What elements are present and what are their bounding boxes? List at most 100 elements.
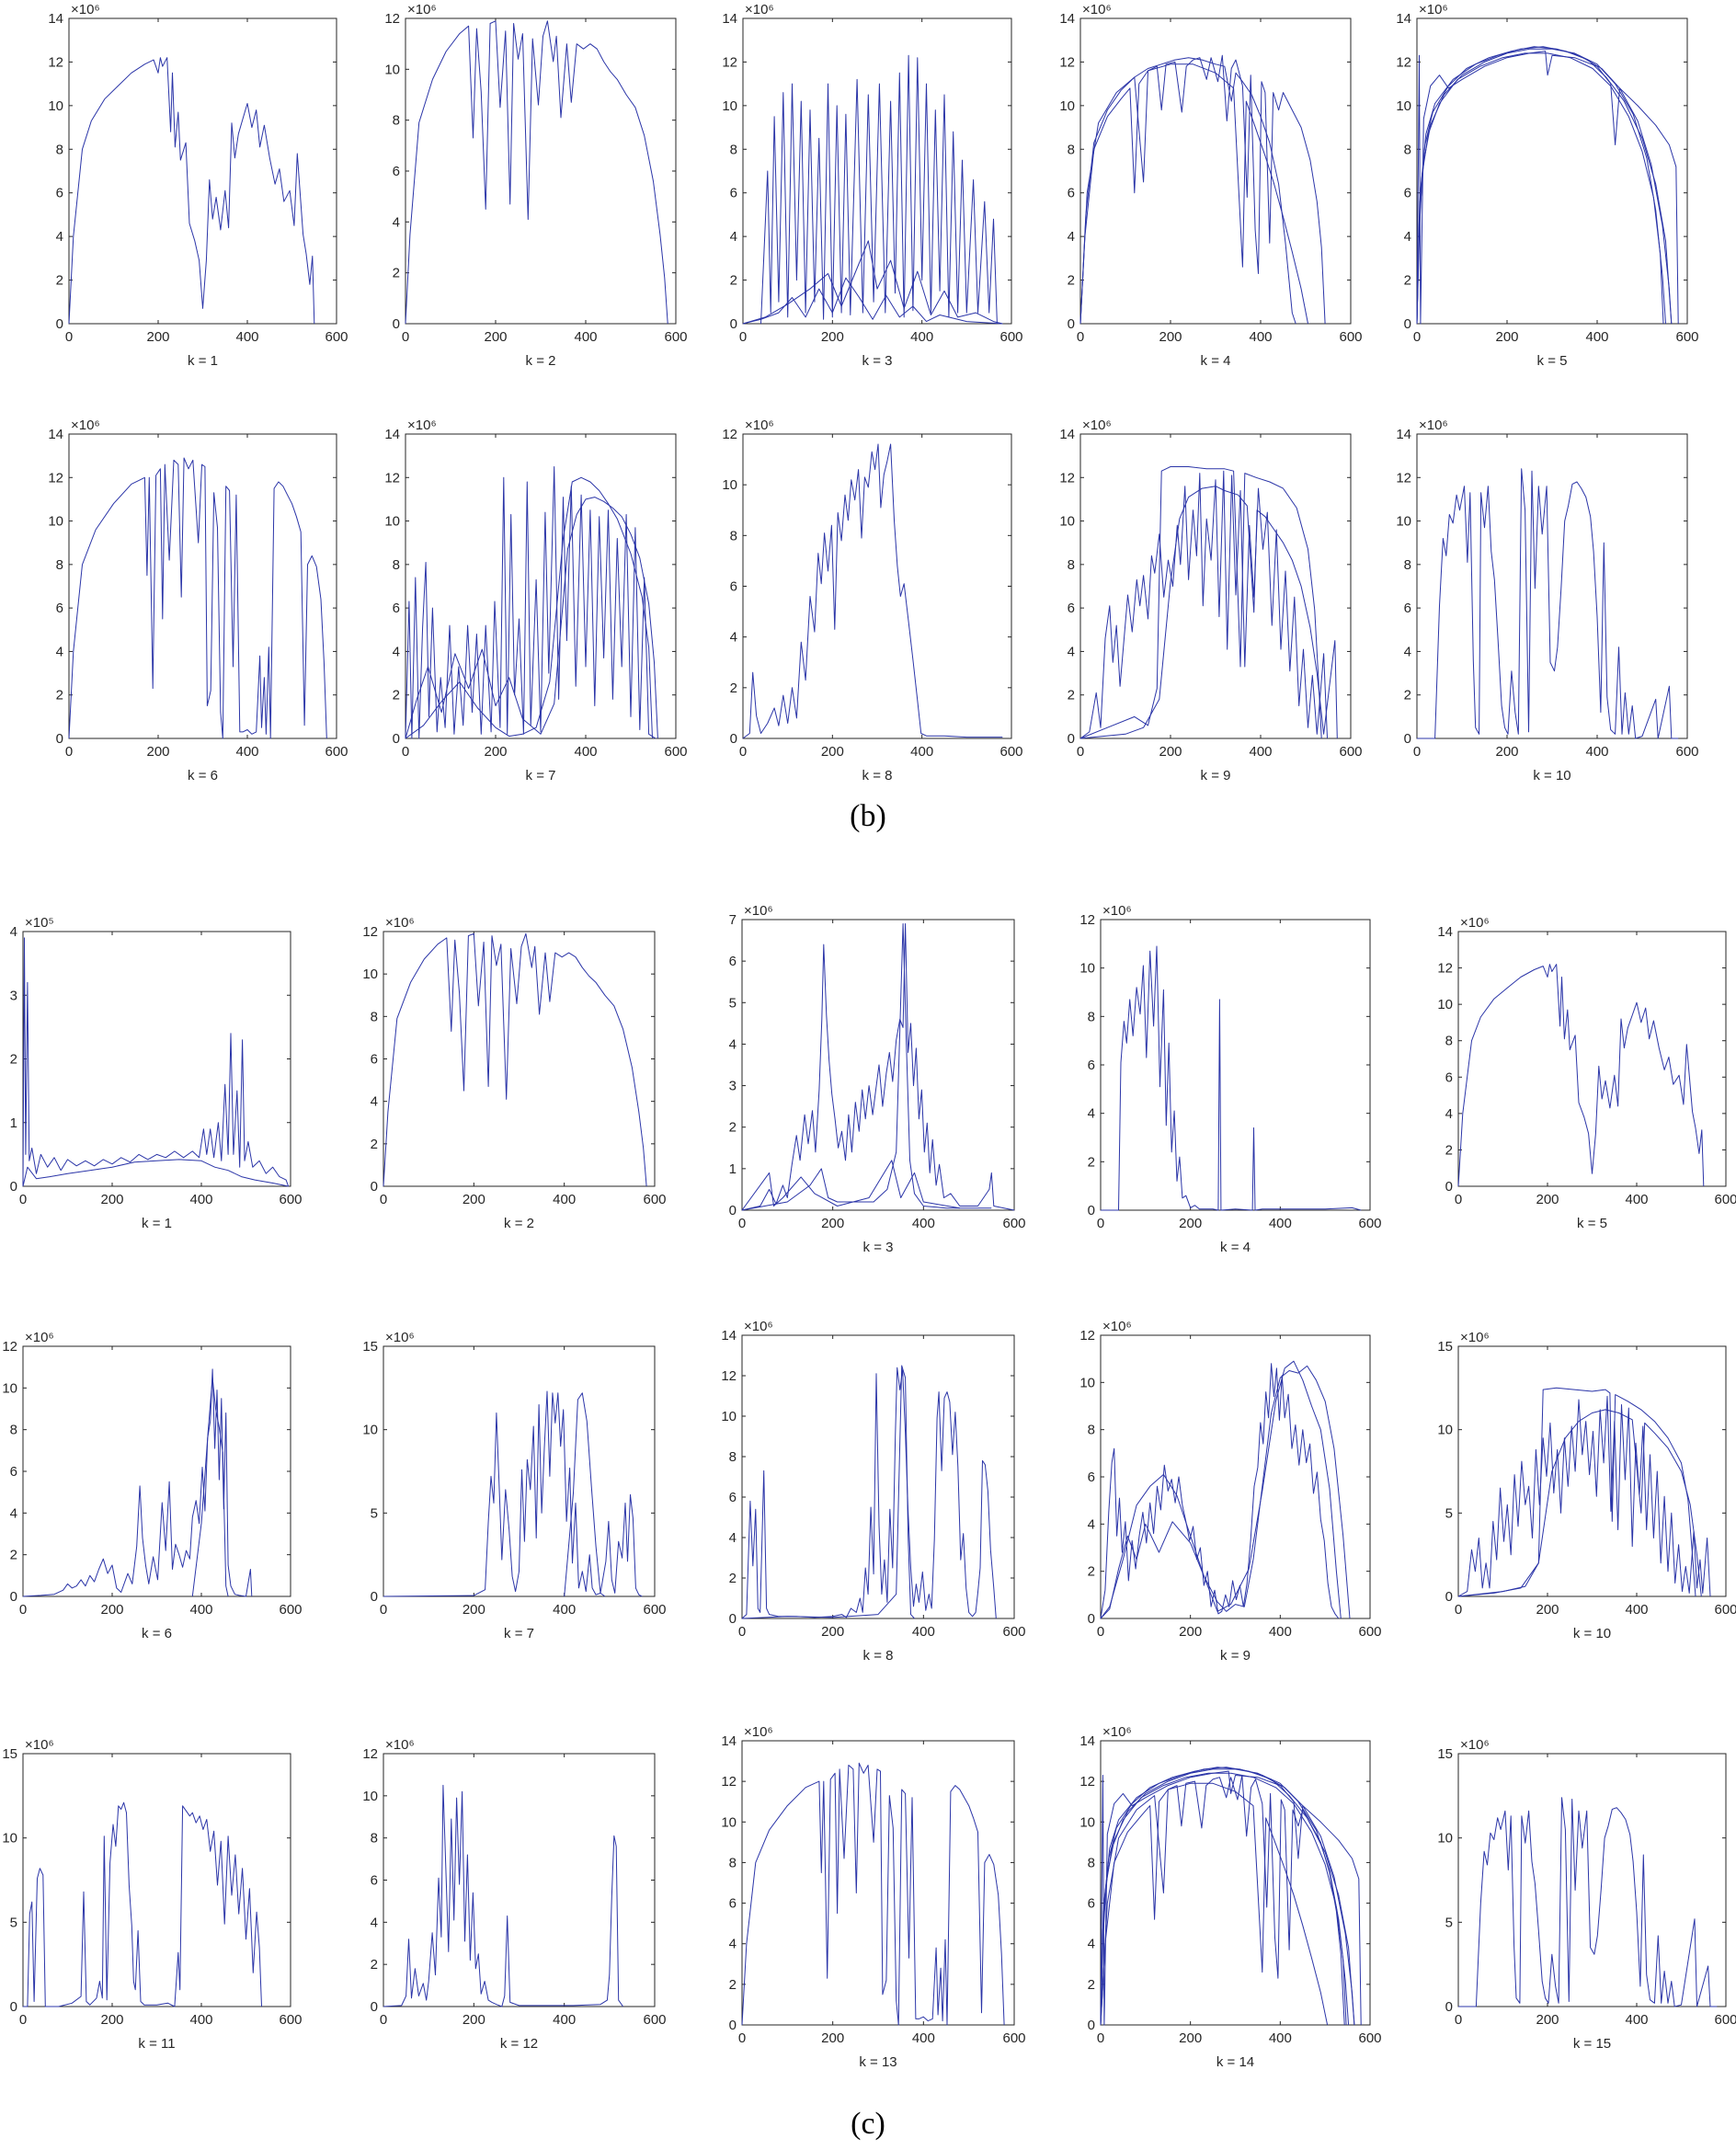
y-tick-label: 2 bbox=[10, 1548, 17, 1563]
series-line bbox=[1101, 945, 1362, 1211]
y-tick-label: 7 bbox=[729, 912, 737, 928]
x-tick-label: 400 bbox=[574, 329, 597, 345]
y-tick-label: 4 bbox=[371, 1915, 378, 1930]
x-tick-label: 0 bbox=[738, 2030, 746, 2046]
x-tick-label: 200 bbox=[1495, 329, 1518, 345]
y-tick-label: 8 bbox=[10, 1423, 17, 1438]
y-tick-label: 0 bbox=[10, 1179, 17, 1195]
y-tick-label: 10 bbox=[1396, 514, 1411, 530]
x-tick-label: 200 bbox=[484, 744, 507, 760]
x-tick-label: 0 bbox=[1455, 1192, 1462, 1207]
x-tick-label: 200 bbox=[1159, 744, 1182, 760]
x-tick-label: 400 bbox=[1249, 329, 1272, 345]
plot-frame bbox=[1100, 919, 1371, 1211]
y-scale-label: ×10⁶ bbox=[71, 417, 100, 433]
x-tick-label: 600 bbox=[999, 744, 1022, 760]
panel-caption-c: (c) bbox=[851, 2107, 885, 2141]
series-line bbox=[741, 1365, 915, 1619]
subplot-k-label: k = 1 bbox=[142, 1216, 172, 1231]
y-tick-label: 8 bbox=[393, 113, 400, 129]
y-scale-label: ×10⁶ bbox=[745, 417, 774, 433]
x-tick-label: 400 bbox=[1625, 1192, 1648, 1207]
y-tick-label: 15 bbox=[1437, 1339, 1453, 1355]
y-tick-label: 8 bbox=[1068, 142, 1075, 157]
y-tick-label: 6 bbox=[1068, 600, 1075, 616]
subplot: 0 200 400 600 0 2 4 6 8 10 12 14 ×10⁶ k = 5 bbox=[1396, 2, 1698, 369]
y-scale-label: ×10⁶ bbox=[1102, 1724, 1132, 1740]
y-tick-label: 0 bbox=[56, 731, 63, 747]
series-line bbox=[1079, 54, 1326, 325]
y-tick-label: 12 bbox=[721, 1368, 737, 1384]
x-tick-label: 600 bbox=[1714, 1602, 1736, 1618]
y-tick-label: 8 bbox=[1404, 142, 1411, 157]
y-tick-label: 4 bbox=[10, 1505, 17, 1521]
y-tick-label: 5 bbox=[1445, 1505, 1453, 1521]
x-tick-label: 200 bbox=[463, 1602, 485, 1618]
series-line bbox=[405, 476, 653, 739]
y-tick-label: 2 bbox=[729, 1571, 737, 1586]
x-tick-label: 600 bbox=[325, 329, 348, 345]
y-tick-label: 4 bbox=[1088, 1937, 1095, 1952]
y-tick-label: 1 bbox=[10, 1115, 17, 1131]
x-tick-label: 200 bbox=[1179, 1216, 1202, 1231]
y-tick-label: 4 bbox=[1068, 229, 1075, 245]
y-tick-label: 2 bbox=[1445, 1142, 1453, 1158]
plot-frame bbox=[1457, 1345, 1727, 1597]
y-tick-label: 5 bbox=[10, 1915, 17, 1930]
y-tick-label: 0 bbox=[730, 316, 737, 332]
y-tick-label: 0 bbox=[1404, 731, 1411, 747]
y-tick-label: 0 bbox=[729, 1203, 737, 1218]
x-tick-label: 600 bbox=[325, 744, 348, 760]
series-line bbox=[1416, 46, 1673, 325]
y-tick-label: 15 bbox=[2, 1746, 17, 1762]
y-tick-label: 14 bbox=[1079, 1733, 1095, 1749]
x-tick-label: 200 bbox=[100, 1602, 123, 1618]
x-tick-label: 0 bbox=[1097, 1216, 1104, 1231]
y-scale-label: ×10⁶ bbox=[71, 2, 100, 17]
subplot: 0 200 400 600 0 2 4 6 8 10 12 14 ×10⁶ k = 1 bbox=[48, 2, 348, 369]
x-tick-label: 200 bbox=[484, 329, 507, 345]
y-tick-label: 12 bbox=[721, 1774, 737, 1790]
x-tick-label: 200 bbox=[463, 1192, 485, 1207]
y-tick-label: 12 bbox=[384, 470, 400, 486]
x-tick-label: 0 bbox=[738, 1216, 746, 1231]
x-tick-label: 0 bbox=[1455, 1602, 1462, 1618]
y-tick-label: 14 bbox=[722, 11, 737, 27]
y-tick-label: 10 bbox=[721, 1409, 737, 1424]
y-tick-label: 0 bbox=[371, 1179, 378, 1195]
plot-frame bbox=[383, 1753, 656, 2007]
x-tick-label: 600 bbox=[1002, 2030, 1025, 2046]
y-tick-label: 0 bbox=[1068, 316, 1075, 332]
y-tick-label: 10 bbox=[722, 477, 737, 493]
x-tick-label: 200 bbox=[1179, 1624, 1202, 1640]
y-scale-label: ×10⁶ bbox=[744, 1724, 773, 1740]
series-line bbox=[383, 1784, 624, 2007]
x-tick-label: 600 bbox=[1002, 1216, 1025, 1231]
plot-frame bbox=[383, 1345, 656, 1597]
panel-caption-b: (b) bbox=[850, 799, 886, 833]
subplot-k-label: k = 4 bbox=[1220, 1240, 1251, 1255]
subplot: 0 200 400 600 0 2 4 6 8 10 12 14 ×10⁶ k = 4 bbox=[1059, 2, 1362, 369]
y-tick-label: 14 bbox=[721, 1733, 737, 1749]
subplot-k-label: k = 8 bbox=[863, 1648, 894, 1664]
y-tick-label: 8 bbox=[1404, 557, 1411, 573]
subplot: 0 200 400 600 0 2 4 6 8 10 12 14 ×10⁶ k = 7 bbox=[384, 417, 687, 783]
plot-frame bbox=[405, 433, 677, 739]
series-line bbox=[1100, 1782, 1329, 2026]
x-tick-label: 0 bbox=[19, 1192, 27, 1207]
y-tick-label: 8 bbox=[371, 1831, 378, 1847]
series-line bbox=[191, 1377, 229, 1597]
plot-frame bbox=[1416, 433, 1688, 739]
y-tick-label: 6 bbox=[371, 1052, 378, 1068]
x-tick-label: 0 bbox=[19, 1602, 27, 1618]
series-line bbox=[742, 240, 1003, 325]
x-tick-label: 600 bbox=[1358, 1624, 1381, 1640]
y-tick-label: 4 bbox=[1088, 1516, 1095, 1532]
x-tick-label: 400 bbox=[1269, 1216, 1292, 1231]
y-scale-label: ×10⁶ bbox=[1419, 2, 1448, 17]
y-tick-label: 12 bbox=[362, 924, 378, 940]
y-scale-label: ×10⁶ bbox=[1082, 417, 1112, 433]
x-tick-label: 400 bbox=[1269, 1624, 1292, 1640]
x-tick-label: 200 bbox=[821, 744, 844, 760]
